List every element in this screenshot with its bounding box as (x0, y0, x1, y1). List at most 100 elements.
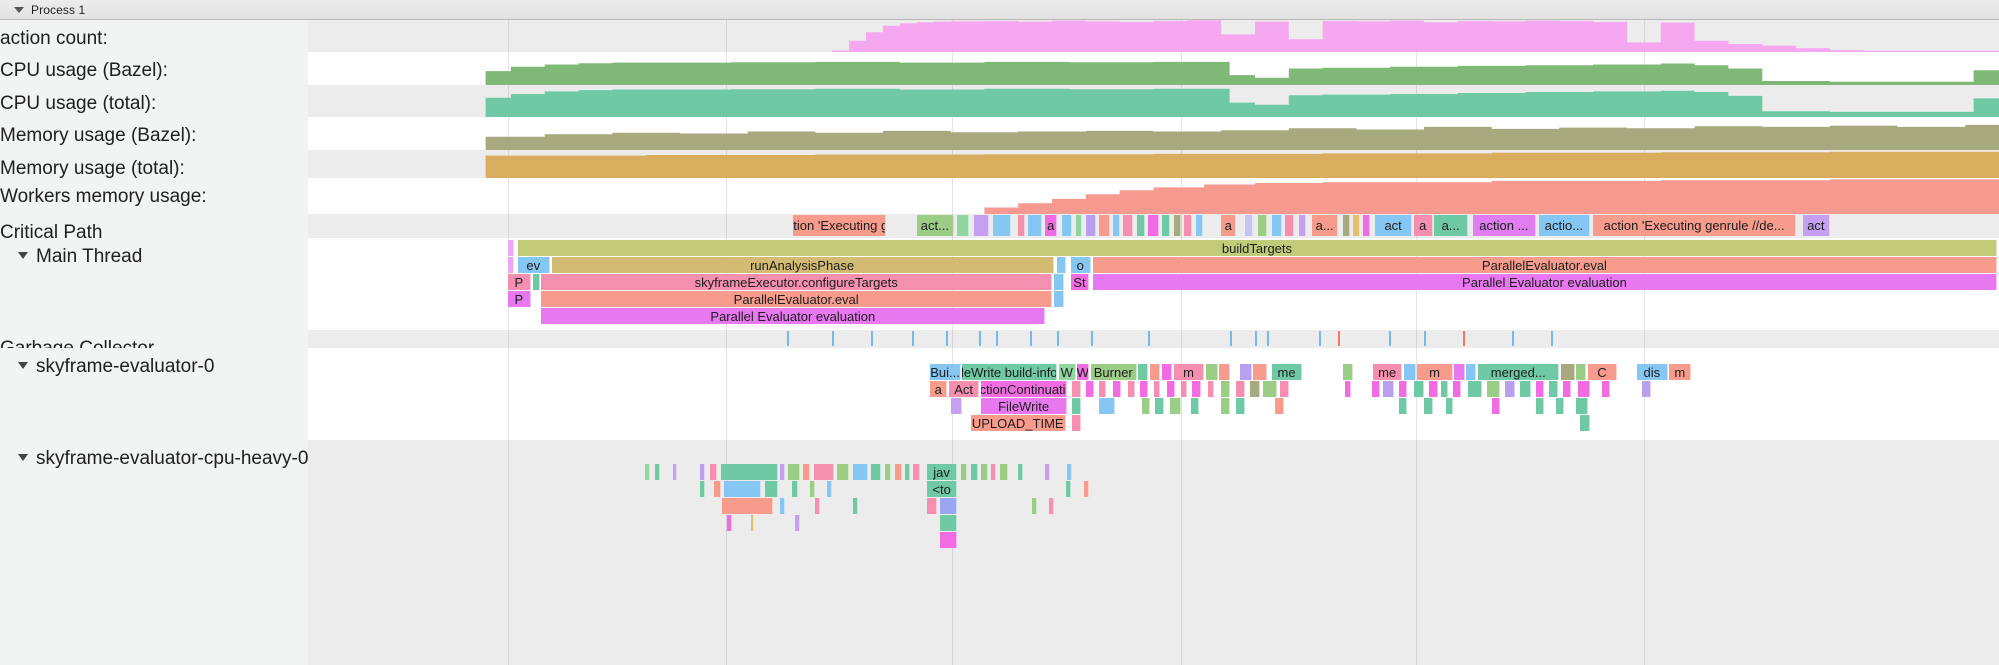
flame-block-unlabeled[interactable] (1065, 481, 1071, 497)
flame-block[interactable]: buildTargets (517, 240, 1998, 256)
flame-block-unlabeled[interactable] (1403, 364, 1416, 380)
flame-block-unlabeled[interactable] (779, 498, 785, 514)
flame-block-unlabeled[interactable] (1642, 381, 1651, 397)
flame-block-unlabeled[interactable] (1263, 381, 1277, 397)
critical-path-block[interactable]: a (1221, 215, 1237, 236)
flame-block-unlabeled[interactable] (1221, 381, 1230, 397)
flame-block[interactable]: m (1417, 364, 1453, 380)
critical-path-block-unlabeled[interactable] (1018, 215, 1025, 236)
track-area-skyframe-evaluator-cpu-heavy-0[interactable]: jav <to (308, 440, 1999, 665)
gc-event-tick[interactable] (1424, 331, 1427, 346)
flame-block-unlabeled[interactable] (1190, 398, 1200, 414)
flame-block-unlabeled[interactable] (1018, 464, 1024, 480)
flame-block[interactable]: m (1669, 364, 1692, 380)
track-area-cpu-usage-bazel[interactable] (308, 52, 1999, 85)
flame-block-unlabeled[interactable] (1239, 364, 1252, 380)
flame-block-unlabeled[interactable] (1155, 398, 1164, 414)
track-label-skyframe-evaluator-0[interactable]: skyframe-evaluator-0 (0, 348, 308, 440)
critical-path-block-unlabeled[interactable] (1298, 215, 1306, 236)
flame-block-unlabeled[interactable] (532, 274, 540, 290)
flame-block-unlabeled[interactable] (1072, 415, 1081, 431)
track-area-garbage-collector[interactable] (308, 330, 1999, 348)
critical-path-block[interactable]: a (1413, 215, 1433, 236)
critical-path-block[interactable]: action ... (1473, 215, 1536, 236)
flame-block-unlabeled[interactable] (810, 481, 816, 497)
flame-block-unlabeled[interactable] (837, 464, 850, 480)
flame-block-unlabeled[interactable] (713, 481, 721, 497)
flame-block-unlabeled[interactable] (852, 464, 868, 480)
gc-event-tick[interactable] (911, 331, 914, 346)
flame-block-unlabeled[interactable] (700, 481, 706, 497)
flame-block-unlabeled[interactable] (1170, 398, 1181, 414)
gc-event-tick[interactable] (1550, 331, 1553, 346)
flame-block-unlabeled[interactable] (1139, 381, 1149, 397)
flame-block[interactable]: P (507, 291, 532, 307)
flame-block-unlabeled[interactable] (1576, 398, 1589, 414)
critical-path-block[interactable]: act (1802, 215, 1830, 236)
flame-block-unlabeled[interactable] (913, 464, 921, 480)
flame-block-unlabeled[interactable] (884, 464, 892, 480)
track-label-skyframe-evaluator-cpu-heavy-0[interactable]: skyframe-evaluator-cpu-heavy-0 (0, 440, 308, 665)
flame-block-unlabeled[interactable] (722, 498, 773, 514)
flame-block-unlabeled[interactable] (940, 498, 958, 514)
flame-block[interactable]: ParallelEvaluator.eval (541, 291, 1053, 307)
flame-block-unlabeled[interactable] (1561, 364, 1575, 380)
flame-block-unlabeled[interactable] (1072, 398, 1081, 414)
gc-event-tick[interactable] (1057, 331, 1060, 346)
flame-block-unlabeled[interactable] (1067, 464, 1073, 480)
flame-block-unlabeled[interactable] (720, 464, 779, 480)
critical-path-block[interactable]: act (1375, 215, 1413, 236)
gc-event-tick[interactable] (1511, 331, 1514, 346)
flame-block[interactable]: runAnalysisPhase (551, 257, 1054, 273)
flame-block-unlabeled[interactable] (1192, 381, 1201, 397)
flame-block-unlabeled[interactable] (1440, 381, 1448, 397)
flame-block-unlabeled[interactable] (1053, 274, 1064, 290)
flame-block[interactable]: Parallel Evaluator evaluation (1092, 274, 1998, 290)
process-header[interactable]: Process 1 (0, 0, 1999, 20)
gc-event-tick[interactable] (1030, 331, 1033, 346)
flame-block[interactable]: a (930, 381, 948, 397)
flame-block-unlabeled[interactable] (970, 464, 978, 480)
flame-block-unlabeled[interactable] (1452, 381, 1462, 397)
flame-block-unlabeled[interactable] (507, 240, 515, 256)
critical-path-block-unlabeled[interactable] (1062, 215, 1073, 236)
critical-path-block-unlabeled[interactable] (1285, 215, 1294, 236)
flame-block-unlabeled[interactable] (1085, 381, 1095, 397)
flame-block[interactable]: FileWrite build-info... (962, 364, 1058, 380)
flame-block[interactable]: me (1271, 364, 1303, 380)
flame-block-unlabeled[interactable] (1486, 381, 1501, 397)
flame-block-unlabeled[interactable] (1249, 381, 1261, 397)
flame-block-unlabeled[interactable] (813, 464, 834, 480)
flame-block[interactable]: ev (517, 257, 550, 273)
flame-block[interactable]: Act (948, 381, 980, 397)
flame-block-unlabeled[interactable] (1128, 381, 1135, 397)
track-area-action-count[interactable] (308, 20, 1999, 52)
critical-path-block-unlabeled[interactable] (1258, 215, 1267, 236)
flame-block-unlabeled[interactable] (991, 464, 997, 480)
flame-block[interactable]: P (507, 274, 532, 290)
flame-block-unlabeled[interactable] (1505, 381, 1516, 397)
flame-block-unlabeled[interactable] (940, 515, 958, 531)
track-area-cpu-usage-total[interactable] (308, 85, 1999, 117)
flame-block-unlabeled[interactable] (1072, 381, 1081, 397)
flame-block-unlabeled[interactable] (1167, 381, 1176, 397)
critical-path-block-unlabeled[interactable] (1136, 215, 1146, 236)
gc-event-tick[interactable] (1254, 331, 1257, 346)
gc-event-tick[interactable] (1148, 331, 1151, 346)
flame-block-unlabeled[interactable] (904, 464, 910, 480)
triangle-down-icon[interactable] (18, 454, 28, 461)
flame-block-unlabeled[interactable] (852, 498, 858, 514)
track-area-critical-path[interactable]: action 'Executing g...act...aaa...actaa.… (308, 214, 1999, 238)
flame-block-unlabeled[interactable] (1491, 398, 1501, 414)
flame-block-unlabeled[interactable] (1576, 364, 1587, 380)
critical-path-block-unlabeled[interactable] (1195, 215, 1203, 236)
flame-block[interactable]: me (1373, 364, 1403, 380)
flame-block-unlabeled[interactable] (1468, 381, 1482, 397)
flame-block-unlabeled[interactable] (1535, 398, 1545, 414)
flame-block[interactable]: St (1070, 274, 1090, 290)
flame-block[interactable]: W (1058, 364, 1076, 380)
gc-event-tick[interactable] (1266, 331, 1269, 346)
flame-block-unlabeled[interactable] (1099, 381, 1107, 397)
flame-block-unlabeled[interactable] (960, 464, 968, 480)
flame-block-unlabeled[interactable] (1161, 364, 1173, 380)
